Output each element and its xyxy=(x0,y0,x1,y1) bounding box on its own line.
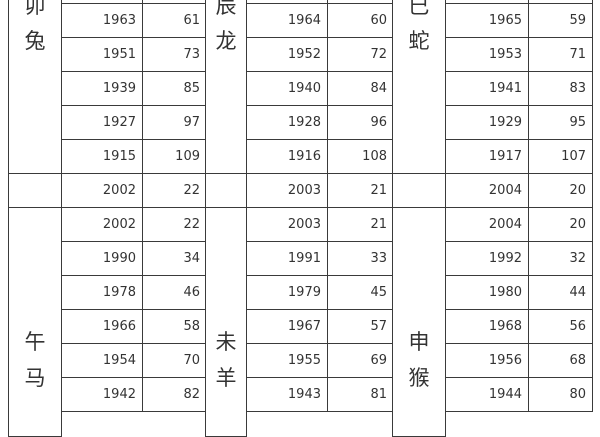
zodiac-char: 午 xyxy=(24,330,46,354)
year-cell: 2003 xyxy=(246,207,328,242)
year-cell: 1954 xyxy=(61,343,143,378)
age-cell: 85 xyxy=(142,71,207,106)
zodiac-char: 卯 xyxy=(24,0,46,18)
year-cell: 1944 xyxy=(445,377,529,412)
year-cell: 1990 xyxy=(61,241,143,276)
age-cell: 44 xyxy=(528,275,593,310)
age-cell: 70 xyxy=(142,343,207,378)
empty-label-cell xyxy=(205,173,247,208)
age-cell: 32 xyxy=(528,241,593,276)
year-cell: 2002 xyxy=(61,173,143,208)
age-cell: 21 xyxy=(327,173,394,208)
year-cell: 1991 xyxy=(246,241,328,276)
age-cell: 22 xyxy=(142,173,207,208)
year-cell: 1927 xyxy=(61,105,143,140)
year-cell: 1955 xyxy=(246,343,328,378)
year-cell: 1942 xyxy=(61,377,143,412)
age-cell: 84 xyxy=(327,71,394,106)
age-cell: 45 xyxy=(327,275,394,310)
year-cell: 1917 xyxy=(445,139,529,174)
year-cell: 1928 xyxy=(246,105,328,140)
age-cell: 108 xyxy=(327,139,394,174)
age-cell: 61 xyxy=(142,3,207,38)
empty-label-cell xyxy=(392,173,446,208)
age-cell: 59 xyxy=(528,3,593,38)
age-cell: 71 xyxy=(528,37,593,72)
zodiac-char: 兔 xyxy=(24,29,46,53)
year-cell: 2002 xyxy=(61,207,143,242)
year-cell: 1951 xyxy=(61,37,143,72)
year-cell: 2004 xyxy=(445,173,529,208)
zodiac-char: 羊 xyxy=(215,366,237,390)
zodiac-char: 猴 xyxy=(408,366,430,390)
year-cell: 1979 xyxy=(246,275,328,310)
year-cell: 1929 xyxy=(445,105,529,140)
age-cell: 22 xyxy=(142,207,207,242)
zodiac-label: 卯兔 xyxy=(8,0,62,174)
year-cell: 1992 xyxy=(445,241,529,276)
age-cell: 56 xyxy=(528,309,593,344)
year-cell: 1941 xyxy=(445,71,529,106)
age-cell: 95 xyxy=(528,105,593,140)
year-cell: 1952 xyxy=(246,37,328,72)
age-cell: 109 xyxy=(142,139,207,174)
age-cell: 20 xyxy=(528,207,593,242)
year-cell: 1965 xyxy=(445,3,529,38)
age-cell: 97 xyxy=(142,105,207,140)
year-cell: 1915 xyxy=(61,139,143,174)
zodiac-label: 申猴 xyxy=(392,207,446,437)
year-cell: 1964 xyxy=(246,3,328,38)
year-cell: 1968 xyxy=(445,309,529,344)
age-cell: 60 xyxy=(327,3,394,38)
age-cell: 21 xyxy=(327,207,394,242)
zodiac-char: 龙 xyxy=(215,29,237,53)
age-cell: 72 xyxy=(327,37,394,72)
age-cell: 33 xyxy=(327,241,394,276)
zodiac-char: 蛇 xyxy=(408,29,430,53)
age-cell: 83 xyxy=(528,71,593,106)
age-cell: 80 xyxy=(528,377,593,412)
zodiac-label: 未羊 xyxy=(205,207,247,437)
zodiac-char: 申 xyxy=(408,330,430,354)
year-cell: 1963 xyxy=(61,3,143,38)
zodiac-label: 辰龙 xyxy=(205,0,247,174)
age-cell: 57 xyxy=(327,309,394,344)
age-cell: 69 xyxy=(327,343,394,378)
age-cell: 81 xyxy=(327,377,394,412)
year-cell: 1939 xyxy=(61,71,143,106)
zodiac-char: 未 xyxy=(215,330,237,354)
year-cell: 2003 xyxy=(246,173,328,208)
year-cell: 1943 xyxy=(246,377,328,412)
year-cell: 1956 xyxy=(445,343,529,378)
year-cell: 1966 xyxy=(61,309,143,344)
year-cell: 2004 xyxy=(445,207,529,242)
year-cell: 1980 xyxy=(445,275,529,310)
year-cell: 1978 xyxy=(61,275,143,310)
zodiac-char: 巳 xyxy=(408,0,430,18)
age-cell: 58 xyxy=(142,309,207,344)
zodiac-char: 马 xyxy=(24,366,46,390)
year-cell: 1953 xyxy=(445,37,529,72)
age-cell: 68 xyxy=(528,343,593,378)
zodiac-label: 巳蛇 xyxy=(392,0,446,174)
age-cell: 73 xyxy=(142,37,207,72)
year-cell: 1967 xyxy=(246,309,328,344)
zodiac-label: 午马 xyxy=(8,207,62,437)
empty-label-cell xyxy=(8,173,62,208)
age-cell: 96 xyxy=(327,105,394,140)
age-cell: 107 xyxy=(528,139,593,174)
age-cell: 82 xyxy=(142,377,207,412)
age-cell: 20 xyxy=(528,173,593,208)
zodiac-char: 辰 xyxy=(215,0,237,18)
age-cell: 46 xyxy=(142,275,207,310)
age-cell: 34 xyxy=(142,241,207,276)
year-cell: 1916 xyxy=(246,139,328,174)
year-cell: 1940 xyxy=(246,71,328,106)
